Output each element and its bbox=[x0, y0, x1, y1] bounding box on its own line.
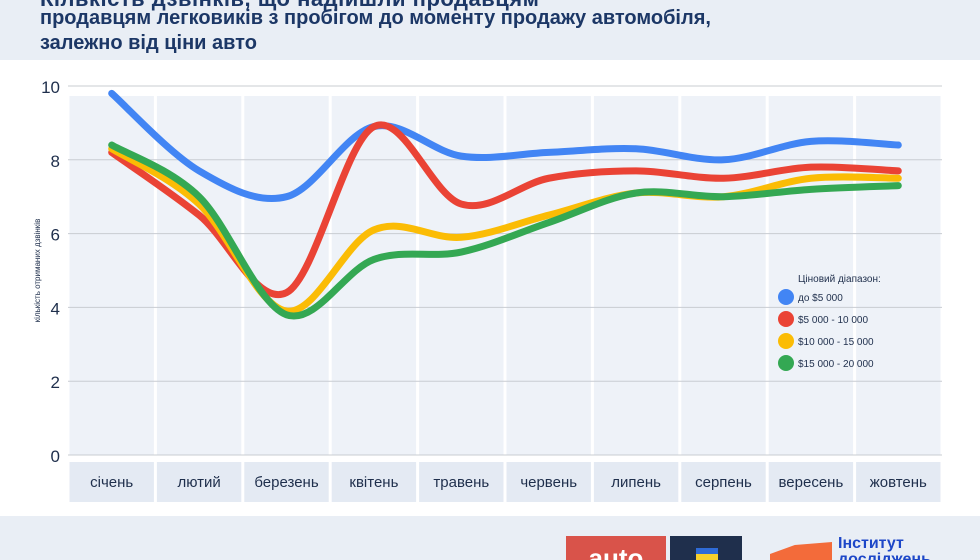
y-tick-label: 0 bbox=[51, 447, 60, 466]
x-tick-label: березень bbox=[254, 474, 318, 491]
institute-mark-icon bbox=[770, 542, 832, 560]
x-label-band bbox=[419, 462, 504, 502]
title-cut: Кількість дзвінків, що надійшли продавця… bbox=[40, 0, 539, 12]
x-tick-label: липень bbox=[611, 474, 661, 491]
chart-subtitle: продавцям легковиків з пробігом до момен… bbox=[40, 7, 711, 54]
x-tick-label: лютий bbox=[177, 474, 220, 491]
column-band bbox=[856, 96, 941, 455]
chart-panel: 0 2 4 6 8 10 кількість отриманих дзвінків січен… bbox=[0, 60, 980, 516]
legend-label-4: $15 000 - 20 000 bbox=[798, 359, 874, 370]
auto-logo: auto bbox=[566, 536, 666, 560]
legend-title: Ціновий діапазон: bbox=[798, 274, 881, 285]
x-tick-label: квітень bbox=[349, 474, 398, 491]
y-tick-label: 2 bbox=[51, 373, 60, 392]
column-band bbox=[244, 96, 329, 455]
legend-marker-1 bbox=[778, 289, 794, 305]
x-tick-label: серпень bbox=[695, 474, 752, 491]
x-label-band bbox=[506, 462, 591, 502]
x-label-band bbox=[69, 462, 154, 502]
x-tick-label: жовтень bbox=[870, 474, 927, 491]
legend-label-2: $5 000 - 10 000 bbox=[798, 315, 868, 326]
y-tick-label: 8 bbox=[51, 152, 60, 171]
x-tick-label: січень bbox=[90, 474, 133, 491]
legend-label-3: $10 000 - 15 000 bbox=[798, 337, 874, 348]
x-label-band bbox=[768, 462, 854, 502]
x-tick-label: червень bbox=[520, 474, 577, 491]
institute-logo: Інститут досліджень bbox=[770, 536, 980, 560]
column-band bbox=[156, 96, 242, 455]
column-band bbox=[768, 96, 854, 455]
x-tick-label: вересень bbox=[779, 474, 844, 491]
x-label-band bbox=[856, 462, 941, 502]
y-tick-label: 4 bbox=[51, 299, 60, 318]
series-line-4 bbox=[108, 141, 902, 320]
flag-logo bbox=[670, 536, 742, 560]
x-label-band bbox=[244, 462, 329, 502]
y-tick-label: 10 bbox=[41, 78, 60, 97]
column-band bbox=[419, 96, 504, 455]
x-label-band bbox=[681, 462, 766, 502]
legend-marker-4 bbox=[778, 355, 794, 371]
line-chart: 0 2 4 6 8 10 кількість отриманих дзвінків січен… bbox=[33, 78, 942, 502]
footer: auto Інститут досліджень bbox=[0, 516, 980, 560]
y-tick-label: 6 bbox=[51, 226, 60, 245]
header: Кількість дзвінків, що надійшли продавця… bbox=[0, 0, 980, 60]
legend-marker-3 bbox=[778, 333, 794, 349]
x-tick-label: травень bbox=[433, 474, 489, 491]
legend-label-1: до $5 000 bbox=[798, 293, 843, 304]
x-label-band bbox=[156, 462, 242, 502]
y-axis-label: кількість отриманих дзвінків bbox=[33, 219, 42, 323]
series-line-1 bbox=[108, 89, 902, 202]
column-band bbox=[681, 96, 766, 455]
x-label-band bbox=[331, 462, 417, 502]
institute-logo-text: Інститут досліджень bbox=[838, 536, 931, 560]
x-label-band bbox=[593, 462, 679, 502]
legend-marker-2 bbox=[778, 311, 794, 327]
